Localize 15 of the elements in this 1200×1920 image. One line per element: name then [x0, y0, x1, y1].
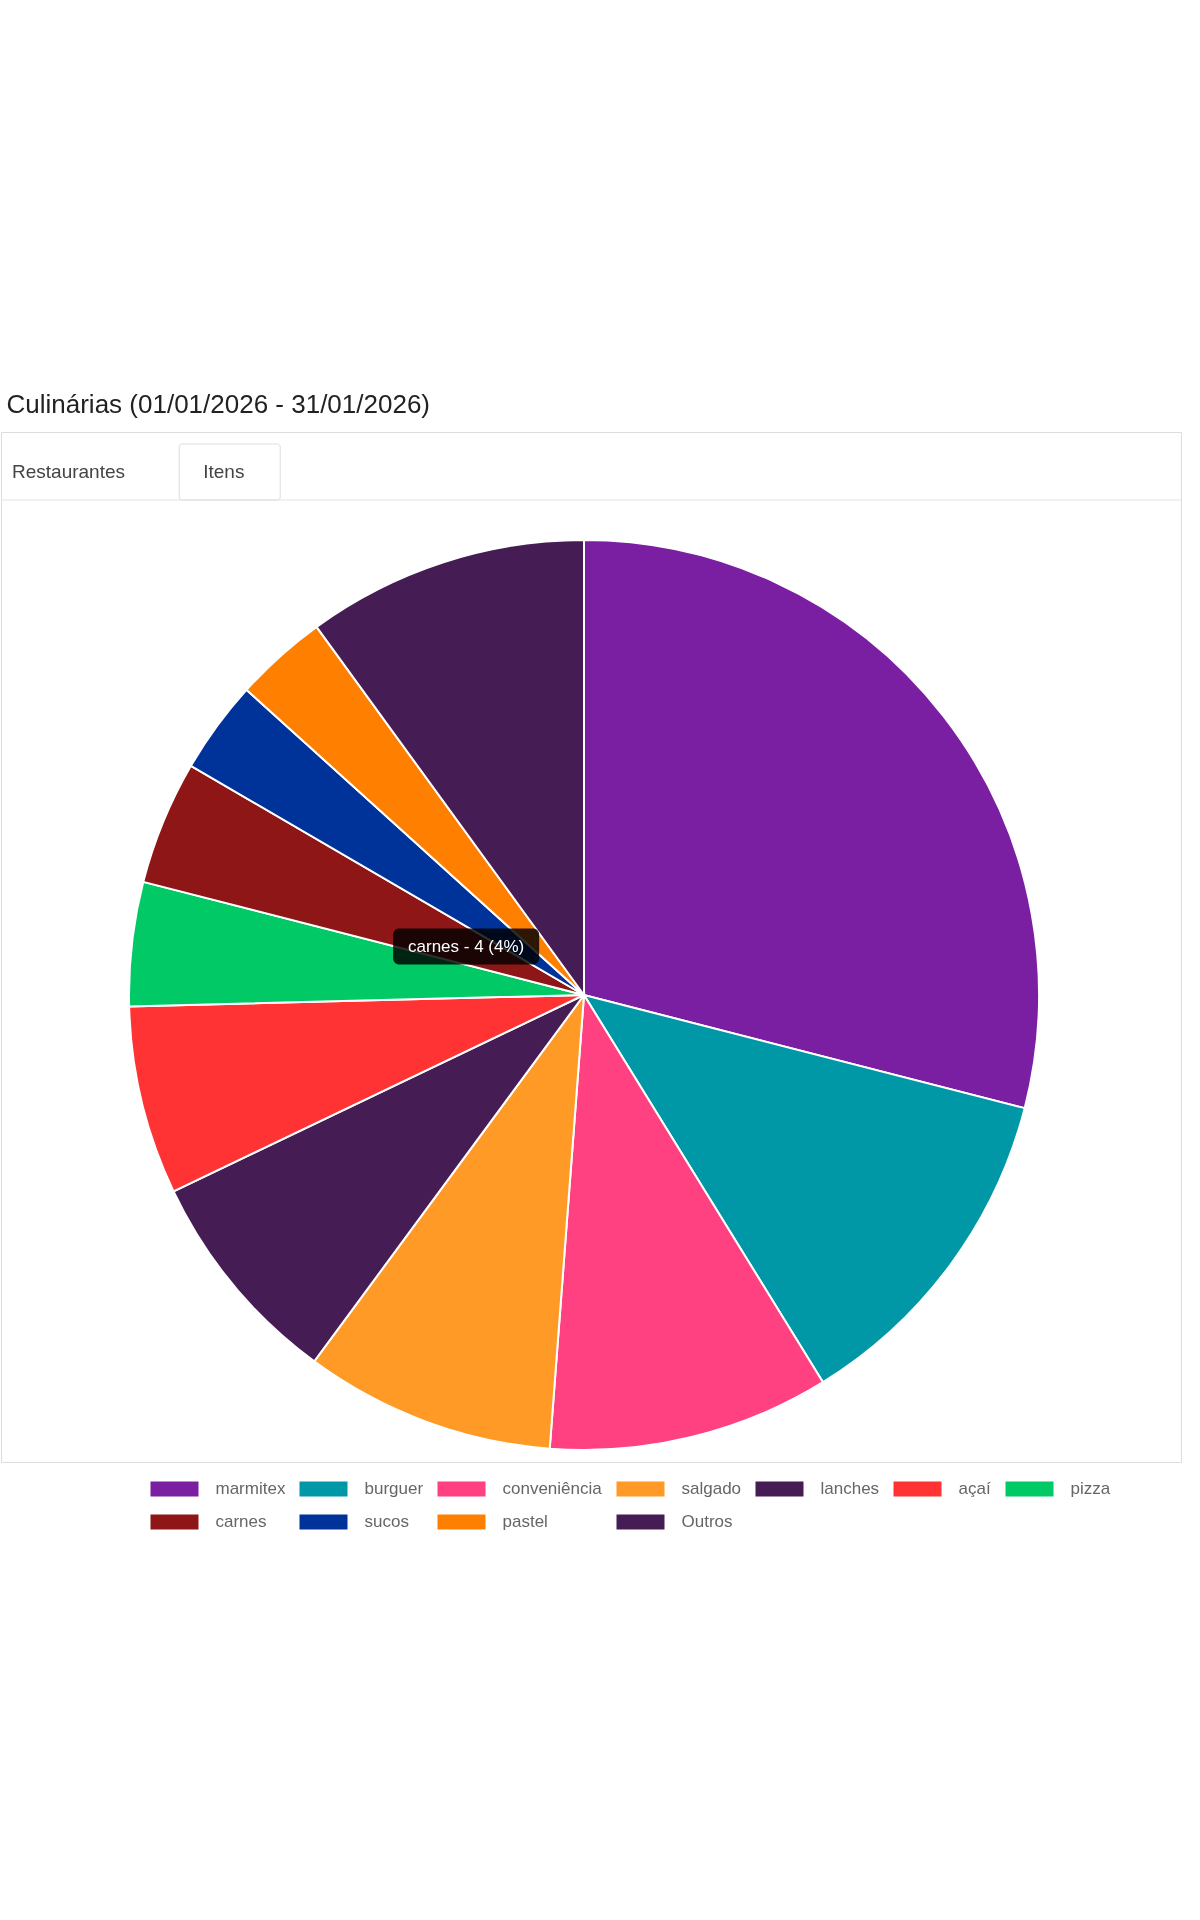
legend-label: pastel — [502, 1512, 548, 1531]
text: carnes - 4 (4%) — [408, 936, 525, 956]
legend-label: açaí — [958, 1479, 991, 1498]
legend-label: sucos — [364, 1512, 409, 1531]
legend-label: Outros — [681, 1512, 733, 1531]
legend-label: marmitex — [215, 1479, 286, 1498]
chart-title: Culinárias (01/01/2026 - 31/01/2026) — [6, 389, 431, 419]
text: Itens — [203, 461, 245, 482]
legend-label: salgado — [681, 1479, 742, 1498]
legend-label: lanches — [820, 1479, 880, 1498]
legend-label: pizza — [1070, 1479, 1111, 1498]
legend-label: burguer — [364, 1479, 424, 1498]
legend-label: carnes — [215, 1512, 267, 1531]
text: Restaurantes — [12, 461, 126, 482]
legend-label: conveniência — [502, 1479, 603, 1498]
